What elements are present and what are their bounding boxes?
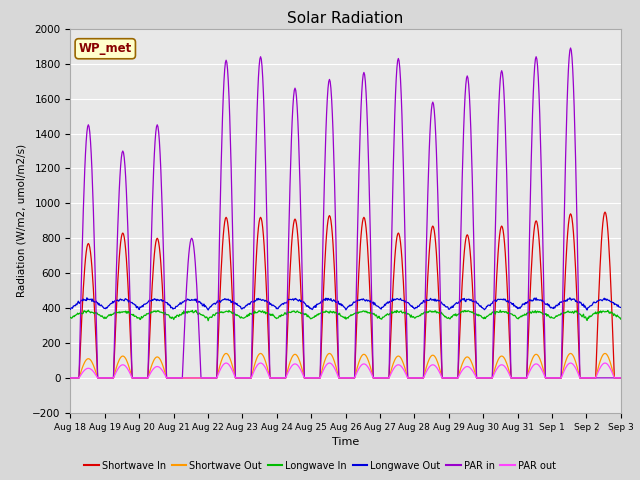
X-axis label: Time: Time	[332, 437, 359, 447]
Y-axis label: Radiation (W/m2, umol/m2/s): Radiation (W/m2, umol/m2/s)	[17, 144, 27, 298]
Title: Solar Radiation: Solar Radiation	[287, 11, 404, 26]
Text: WP_met: WP_met	[79, 42, 132, 55]
Legend: Shortwave In, Shortwave Out, Longwave In, Longwave Out, PAR in, PAR out: Shortwave In, Shortwave Out, Longwave In…	[80, 457, 560, 475]
